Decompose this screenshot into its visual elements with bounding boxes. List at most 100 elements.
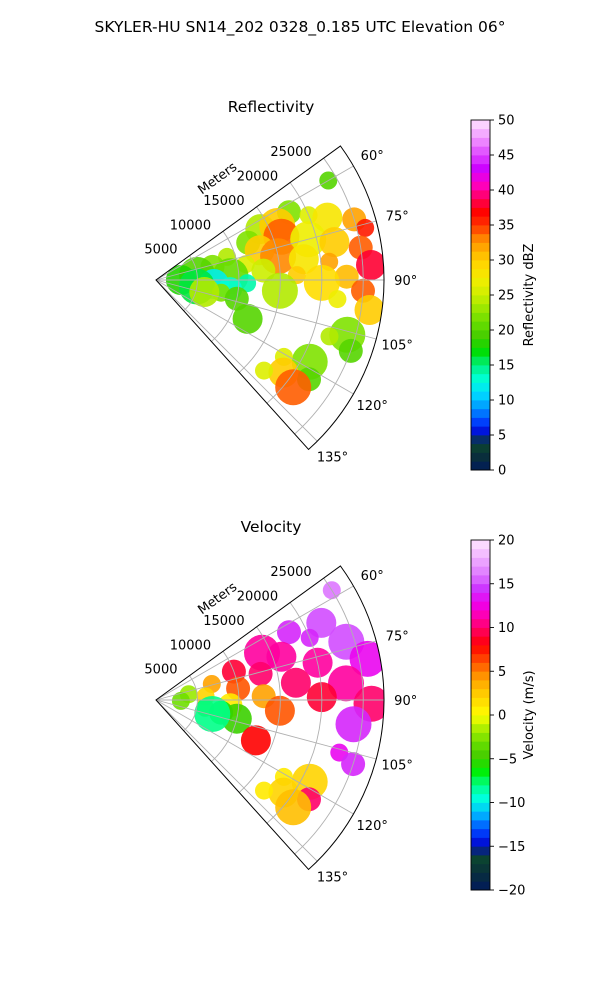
reflectivity-cell — [189, 277, 220, 307]
velocity-cell — [194, 696, 231, 732]
reflectivity-angle-gridline — [155, 165, 354, 281]
velocity-angle-tick: 90° — [394, 694, 417, 709]
reflectivity-title: Reflectivity — [228, 98, 315, 116]
velocity-colorbar-band — [471, 592, 490, 602]
reflectivity-colorbar-band — [471, 251, 490, 261]
reflectivity-colorbar-band — [471, 137, 490, 147]
velocity-range-tick: 15000 — [203, 614, 244, 629]
velocity-angle-gridline — [155, 640, 377, 701]
velocity-colorbar-tick: 0 — [498, 709, 506, 724]
reflectivity-colorbar-band — [471, 373, 490, 383]
reflectivity-angle-tick: 135° — [317, 451, 348, 466]
velocity-colorbar-band — [471, 645, 490, 655]
velocity-colorbar-band — [471, 881, 490, 891]
reflectivity-colorbar-band — [471, 391, 490, 401]
velocity-colorbar-band — [471, 557, 490, 567]
velocity-colorbar-band — [471, 540, 490, 550]
reflectivity-range-ring — [266, 182, 323, 404]
velocity-colorbar-tick: −5 — [498, 752, 517, 767]
velocity-range-ring — [294, 577, 364, 855]
reflectivity-range-tick: 20000 — [237, 170, 278, 185]
reflectivity-colorbar-tick: 5 — [498, 429, 506, 444]
reflectivity-colorbar-band — [471, 190, 490, 200]
velocity-range-tick: 10000 — [170, 638, 211, 653]
reflectivity-colorbar-band — [471, 443, 490, 453]
reflectivity-cell — [319, 227, 350, 258]
velocity-colorbar-band — [471, 662, 490, 672]
velocity-angle-tick: 120° — [357, 819, 388, 834]
velocity-range-ring — [211, 651, 240, 762]
velocity-colorbar-band — [471, 627, 490, 637]
reflectivity-colorbar-tick: 40 — [498, 184, 515, 199]
reflectivity-range-ring — [238, 206, 281, 373]
velocity-colorbar-band — [471, 793, 490, 803]
velocity-angle-gridline — [155, 699, 377, 760]
velocity-range-tick: 5000 — [144, 663, 177, 678]
reflectivity-colorbar-band — [471, 338, 490, 348]
reflectivity-colorbar-band — [471, 181, 490, 191]
reflectivity-data — [165, 171, 385, 406]
reflectivity-range-ring — [183, 255, 198, 312]
reflectivity-range-tick: 25000 — [270, 145, 311, 160]
reflectivity-range-tick: 5000 — [144, 243, 177, 258]
reflectivity-colorbar-band — [471, 461, 490, 471]
velocity-range-tick: 25000 — [270, 565, 311, 580]
velocity-cell — [280, 667, 311, 698]
reflectivity-colorbar: 0 5 10 15 20 25 30 35 40 45 50 Reflectivity dBZ — [470, 114, 537, 479]
reflectivity-colorbar-tick: 45 — [498, 149, 515, 164]
velocity-angle-tick: 75° — [386, 629, 409, 644]
velocity-data — [171, 581, 384, 826]
velocity-colorbar-band — [471, 610, 490, 620]
velocity-colorbar-tick: 20 — [498, 534, 515, 549]
velocity-colorbar-band — [471, 566, 490, 576]
velocity-colorbar-band — [471, 741, 490, 751]
reflectivity-colorbar-band — [471, 242, 490, 252]
reflectivity-colorbar-tick: 25 — [498, 289, 515, 304]
velocity-colorbar-band — [471, 758, 490, 768]
velocity-cell — [275, 789, 312, 826]
reflectivity-angle-gridline — [155, 220, 377, 281]
reflectivity-colorbar-tick: 15 — [498, 359, 515, 374]
reflectivity-range-ring — [294, 157, 364, 435]
reflectivity-range-axis-label: Meters — [195, 160, 240, 198]
reflectivity-colorbar-band — [471, 172, 490, 182]
velocity-angle-tick: 60° — [361, 569, 384, 584]
velocity-colorbar-band — [471, 776, 490, 786]
reflectivity-colorbar-band — [471, 408, 490, 418]
reflectivity-colorbar-band — [471, 198, 490, 208]
velocity-cell — [349, 640, 384, 677]
velocity-range-tick: 20000 — [237, 590, 278, 605]
reflectivity-colorbar-band — [471, 155, 490, 165]
reflectivity-angle-tick: 120° — [357, 399, 388, 414]
velocity-colorbar-band — [471, 680, 490, 690]
reflectivity-cell — [356, 218, 375, 237]
velocity-colorbar-band — [471, 855, 490, 865]
reflectivity-colorbar-tick: 0 — [498, 464, 506, 479]
velocity-cell — [248, 661, 273, 686]
reflectivity-colorbar-band — [471, 163, 490, 173]
reflectivity-range-tick: 15000 — [203, 194, 244, 209]
reflectivity-range-tick: 10000 — [170, 218, 211, 233]
velocity-colorbar-band — [471, 688, 490, 698]
reflectivity-colorbar-band — [471, 260, 490, 270]
velocity-colorbar-band — [471, 767, 490, 777]
reflectivity-colorbar-band — [471, 216, 490, 226]
reflectivity-colorbar-band — [471, 207, 490, 217]
velocity-range-axis-label: Meters — [195, 580, 240, 618]
reflectivity-colorbar-tick: 35 — [498, 219, 515, 234]
reflectivity-colorbar-band — [471, 286, 490, 296]
velocity-colorbar-band — [471, 715, 490, 725]
reflectivity-sector-outline — [155, 145, 385, 451]
reflectivity-cell — [238, 274, 257, 293]
figure-suptitle: SKYLER-HU SN14_202 0328_0.185 UTC Elevat… — [95, 18, 506, 37]
reflectivity-colorbar-label: Reflectivity dBZ — [522, 244, 537, 347]
velocity-colorbar-label: Velocity (m/s) — [522, 670, 537, 759]
velocity-colorbar-band — [471, 732, 490, 742]
reflectivity-colorbar-band — [471, 356, 490, 366]
reflectivity-colorbar-band — [471, 303, 490, 313]
velocity-colorbar-band — [471, 706, 490, 716]
reflectivity-cell — [334, 264, 359, 289]
reflectivity-colorbar-band — [471, 146, 490, 156]
velocity-colorbar-band — [471, 820, 490, 830]
